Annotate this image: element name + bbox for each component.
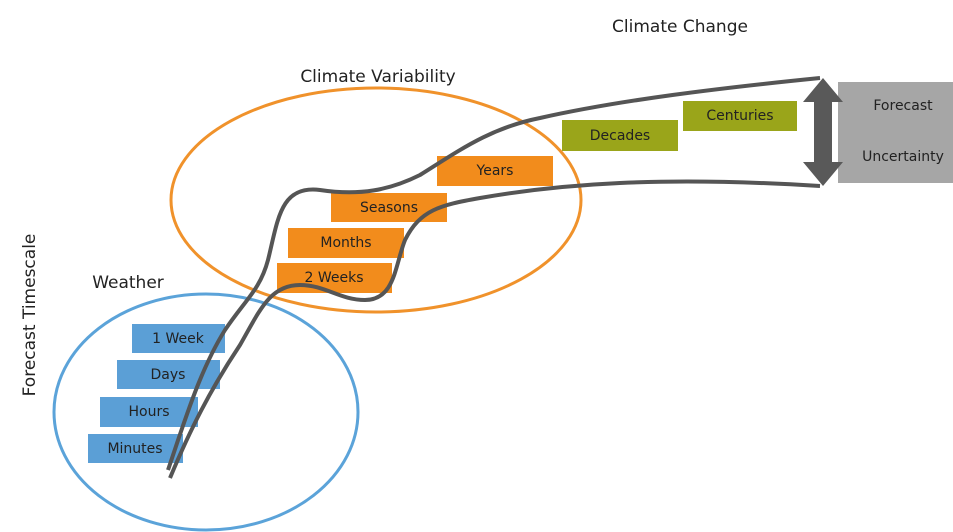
uncertainty-label: Forecast	[873, 98, 933, 114]
weather-ellipse	[52, 292, 360, 532]
climate-change-label: Climate Change	[612, 17, 748, 37]
box-label: Decades	[590, 128, 650, 144]
weather-boxes: 1 Week Days Hours Minutes	[88, 324, 225, 463]
box	[288, 228, 404, 258]
box-label: Centuries	[706, 108, 773, 124]
climate-variability-label: Climate Variability	[300, 67, 455, 87]
box	[562, 120, 678, 151]
box-label: Years	[476, 163, 514, 179]
weather-label: Weather	[92, 273, 164, 293]
box	[331, 193, 447, 222]
lower-curve	[168, 179, 821, 479]
uncertainty-box	[838, 82, 953, 183]
box	[88, 434, 183, 463]
box	[132, 324, 225, 353]
box-label: 1 Week	[152, 331, 205, 347]
box	[277, 263, 392, 293]
box-label: Days	[151, 367, 186, 383]
box	[100, 397, 198, 427]
upper-curve	[166, 76, 821, 471]
box-label: Seasons	[360, 200, 418, 216]
variability-ellipse	[169, 86, 583, 314]
change-boxes: Decades Centuries	[562, 101, 797, 151]
box-label: Minutes	[107, 441, 162, 457]
box-label: Months	[320, 235, 371, 251]
double-arrow	[803, 78, 843, 186]
box	[683, 101, 797, 131]
variability-boxes: Years Seasons Months 2 Weeks	[277, 156, 553, 293]
box-label: Hours	[128, 404, 169, 420]
box	[437, 156, 553, 186]
uncertainty-label: Uncertainty	[862, 149, 944, 165]
box-label: 2 Weeks	[304, 270, 363, 286]
axis-label: Forecast Timescale	[20, 234, 40, 397]
